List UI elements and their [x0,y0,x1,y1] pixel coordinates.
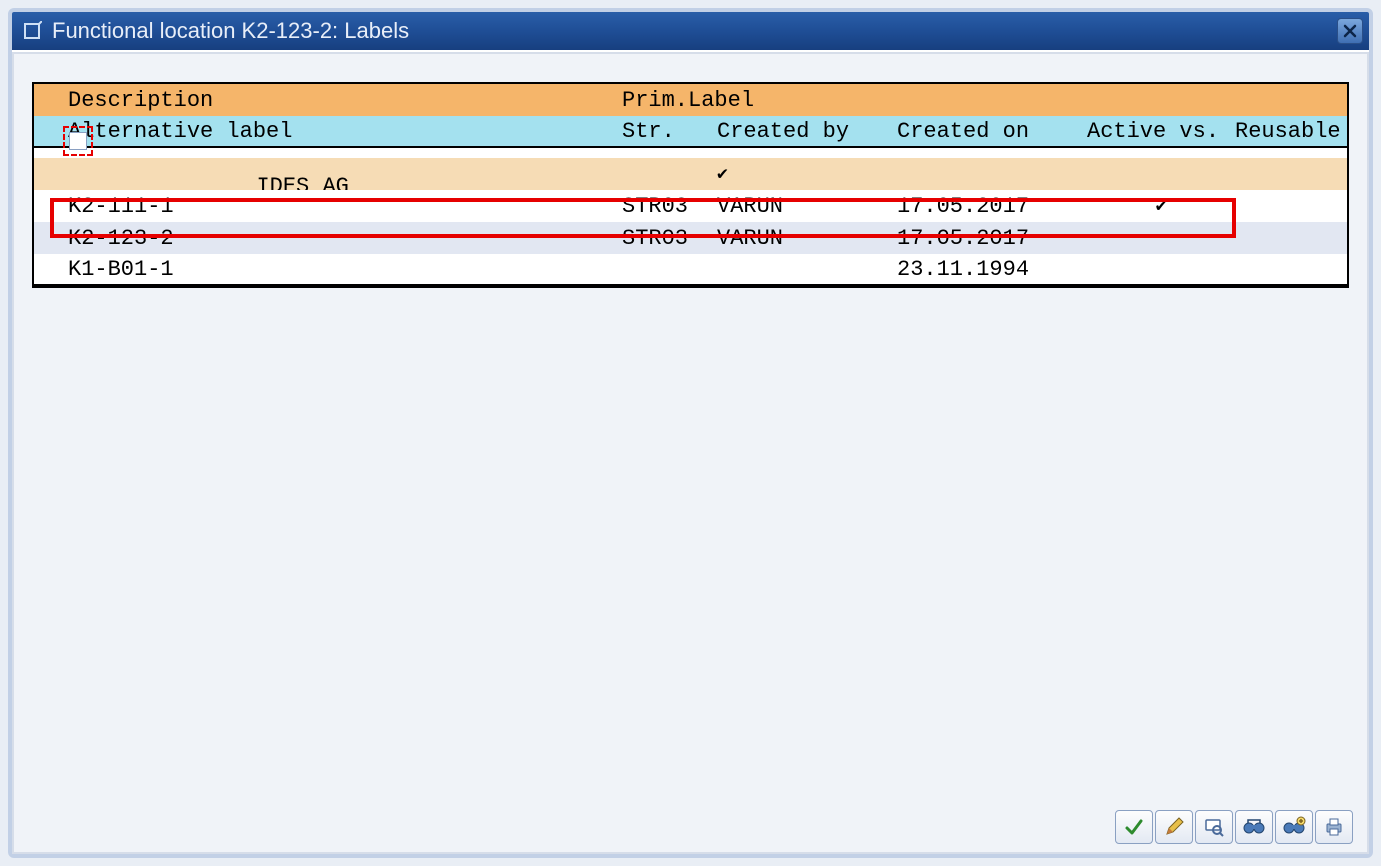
header-created-by: Created by [717,119,897,144]
print-button[interactable] [1315,810,1353,844]
header-active-vs: Active vs. [1087,119,1235,144]
window-icon [22,21,42,41]
confirm-button[interactable] [1115,810,1153,844]
window-title: Functional location K2-123-2: Labels [52,18,409,44]
table-row-group[interactable]: IDES AG ✔ [34,158,1347,190]
row-prim-check: ✔ [717,163,897,185]
row-created-on: 17.05.2017 [897,226,1087,251]
header-created-on: Created on [897,119,1087,144]
row-created-on: 17.05.2017 [897,194,1087,219]
table-row[interactable]: K2-123-2 STR03 VARUN 17.05.2017 [34,222,1347,254]
row-str: STR03 [622,194,717,219]
row-str: STR03 [622,226,717,251]
search-button[interactable] [1195,810,1233,844]
table-header-primary: Description Prim.Label [34,84,1347,116]
client-area: Description Prim.Label Alternative label… [12,52,1369,854]
row-active-check: ✔ [1087,195,1235,217]
close-button[interactable] [1337,18,1363,44]
header-str: Str. [622,119,717,144]
row-checkbox[interactable] [69,132,87,150]
labels-table: Description Prim.Label Alternative label… [32,82,1349,288]
find-button[interactable] [1235,810,1273,844]
row-checkbox-highlight [63,126,93,156]
titlebar: Functional location K2-123-2: Labels [12,12,1369,50]
row-altlabel: K2-111-1 [62,194,622,219]
header-primlabel: Prim.Label [622,88,1347,113]
table-row[interactable]: K2-111-1 STR03 VARUN 17.05.2017 ✔ [34,190,1347,222]
header-description: Description [62,88,622,113]
find-next-button[interactable] [1275,810,1313,844]
dialog-window: Functional location K2-123-2: Labels Des… [8,8,1373,858]
row-altlabel: K1-B01-1 [62,257,622,282]
row-created-on: 23.11.1994 [897,257,1087,282]
table-body: IDES AG ✔ K2-111-1 STR03 VARUN 17.05.201… [34,148,1347,286]
row-created-by: VARUN [717,226,897,251]
dialog-toolbar [1115,810,1353,844]
header-reusable: Reusable [1235,119,1347,144]
row-created-by: VARUN [717,194,897,219]
edit-button[interactable] [1155,810,1193,844]
table-row[interactable]: K1-B01-1 23.11.1994 [34,254,1347,286]
row-altlabel: K2-123-2 [62,226,622,251]
